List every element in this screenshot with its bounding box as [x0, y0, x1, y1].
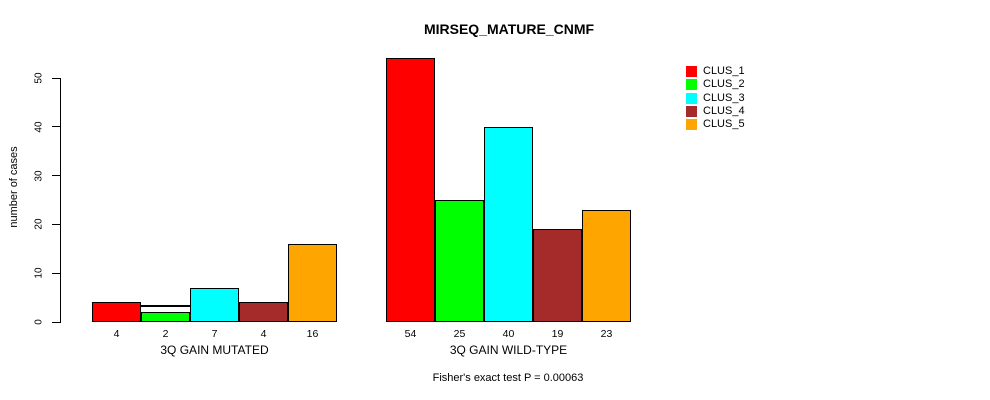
bar-value-label: 40	[502, 328, 515, 340]
legend-swatch	[686, 106, 697, 118]
bar-value-label: 16	[306, 328, 319, 340]
legend-swatch	[686, 119, 697, 131]
legend-swatch	[686, 66, 697, 78]
y-tick	[52, 272, 60, 274]
bar-clus_1-group2	[386, 58, 435, 322]
legend-swatch	[686, 79, 697, 91]
bar-clus_3-group1	[190, 288, 239, 322]
y-tick	[52, 321, 60, 323]
legend-label: CLUS_2	[703, 78, 745, 91]
bar-value-label: 4	[113, 328, 120, 340]
bar-clus_5-group1	[288, 244, 337, 322]
y-tick	[52, 175, 60, 177]
bar-value-label: 2	[162, 328, 169, 340]
bar-value-label: 4	[260, 328, 267, 340]
legend-swatch	[686, 92, 697, 104]
y-tick-label: 20	[33, 218, 45, 230]
legend-item: CLUS_1	[686, 65, 745, 78]
y-tick	[52, 77, 60, 79]
bar-value-label: 7	[211, 328, 218, 340]
legend-label: CLUS_5	[703, 118, 745, 131]
legend-item: CLUS_4	[686, 105, 745, 118]
y-tick	[52, 223, 60, 225]
bar-value-label: 23	[600, 328, 613, 340]
bar-value-label: 19	[551, 328, 564, 340]
unknown-marker-line	[141, 305, 191, 307]
y-axis-line	[60, 78, 61, 323]
chart-title: MIRSEQ_MATURE_CNMF	[423, 21, 595, 37]
y-axis-label: number of cases	[8, 146, 20, 228]
bar-clus_3-group2	[484, 127, 533, 322]
y-tick-label: 10	[33, 267, 45, 279]
bar-clus_4-group1	[239, 302, 288, 322]
bar-clus_1-group1	[92, 302, 141, 322]
bar-clus_2-group1	[141, 312, 190, 322]
bar-value-label: 54	[404, 328, 417, 340]
footer-stat: Fisher's exact test P = 0.00063	[432, 372, 584, 384]
legend: CLUS_1 CLUS_2 CLUS_3 CLUS_4 CLUS_5	[686, 65, 745, 131]
legend-item: CLUS_3	[686, 92, 745, 105]
bar-value-label: 25	[453, 328, 466, 340]
bar-clus_2-group2	[435, 200, 484, 322]
legend-label: CLUS_3	[703, 91, 745, 104]
y-tick-label: 50	[33, 72, 45, 84]
bar-clus_4-group2	[533, 229, 582, 322]
y-tick-label: 40	[33, 121, 45, 133]
y-tick-label: 0	[33, 319, 45, 325]
y-tick	[52, 126, 60, 128]
group-label: 3Q GAIN MUTATED	[160, 343, 269, 357]
group-label: 3Q GAIN WILD-TYPE	[449, 343, 568, 357]
legend-label: CLUS_1	[703, 65, 745, 78]
legend-item: CLUS_5	[686, 118, 745, 131]
legend-label: CLUS_4	[703, 105, 745, 118]
y-tick-label: 30	[33, 170, 45, 182]
bar-clus_5-group2	[582, 210, 631, 322]
legend-item: CLUS_2	[686, 78, 745, 91]
